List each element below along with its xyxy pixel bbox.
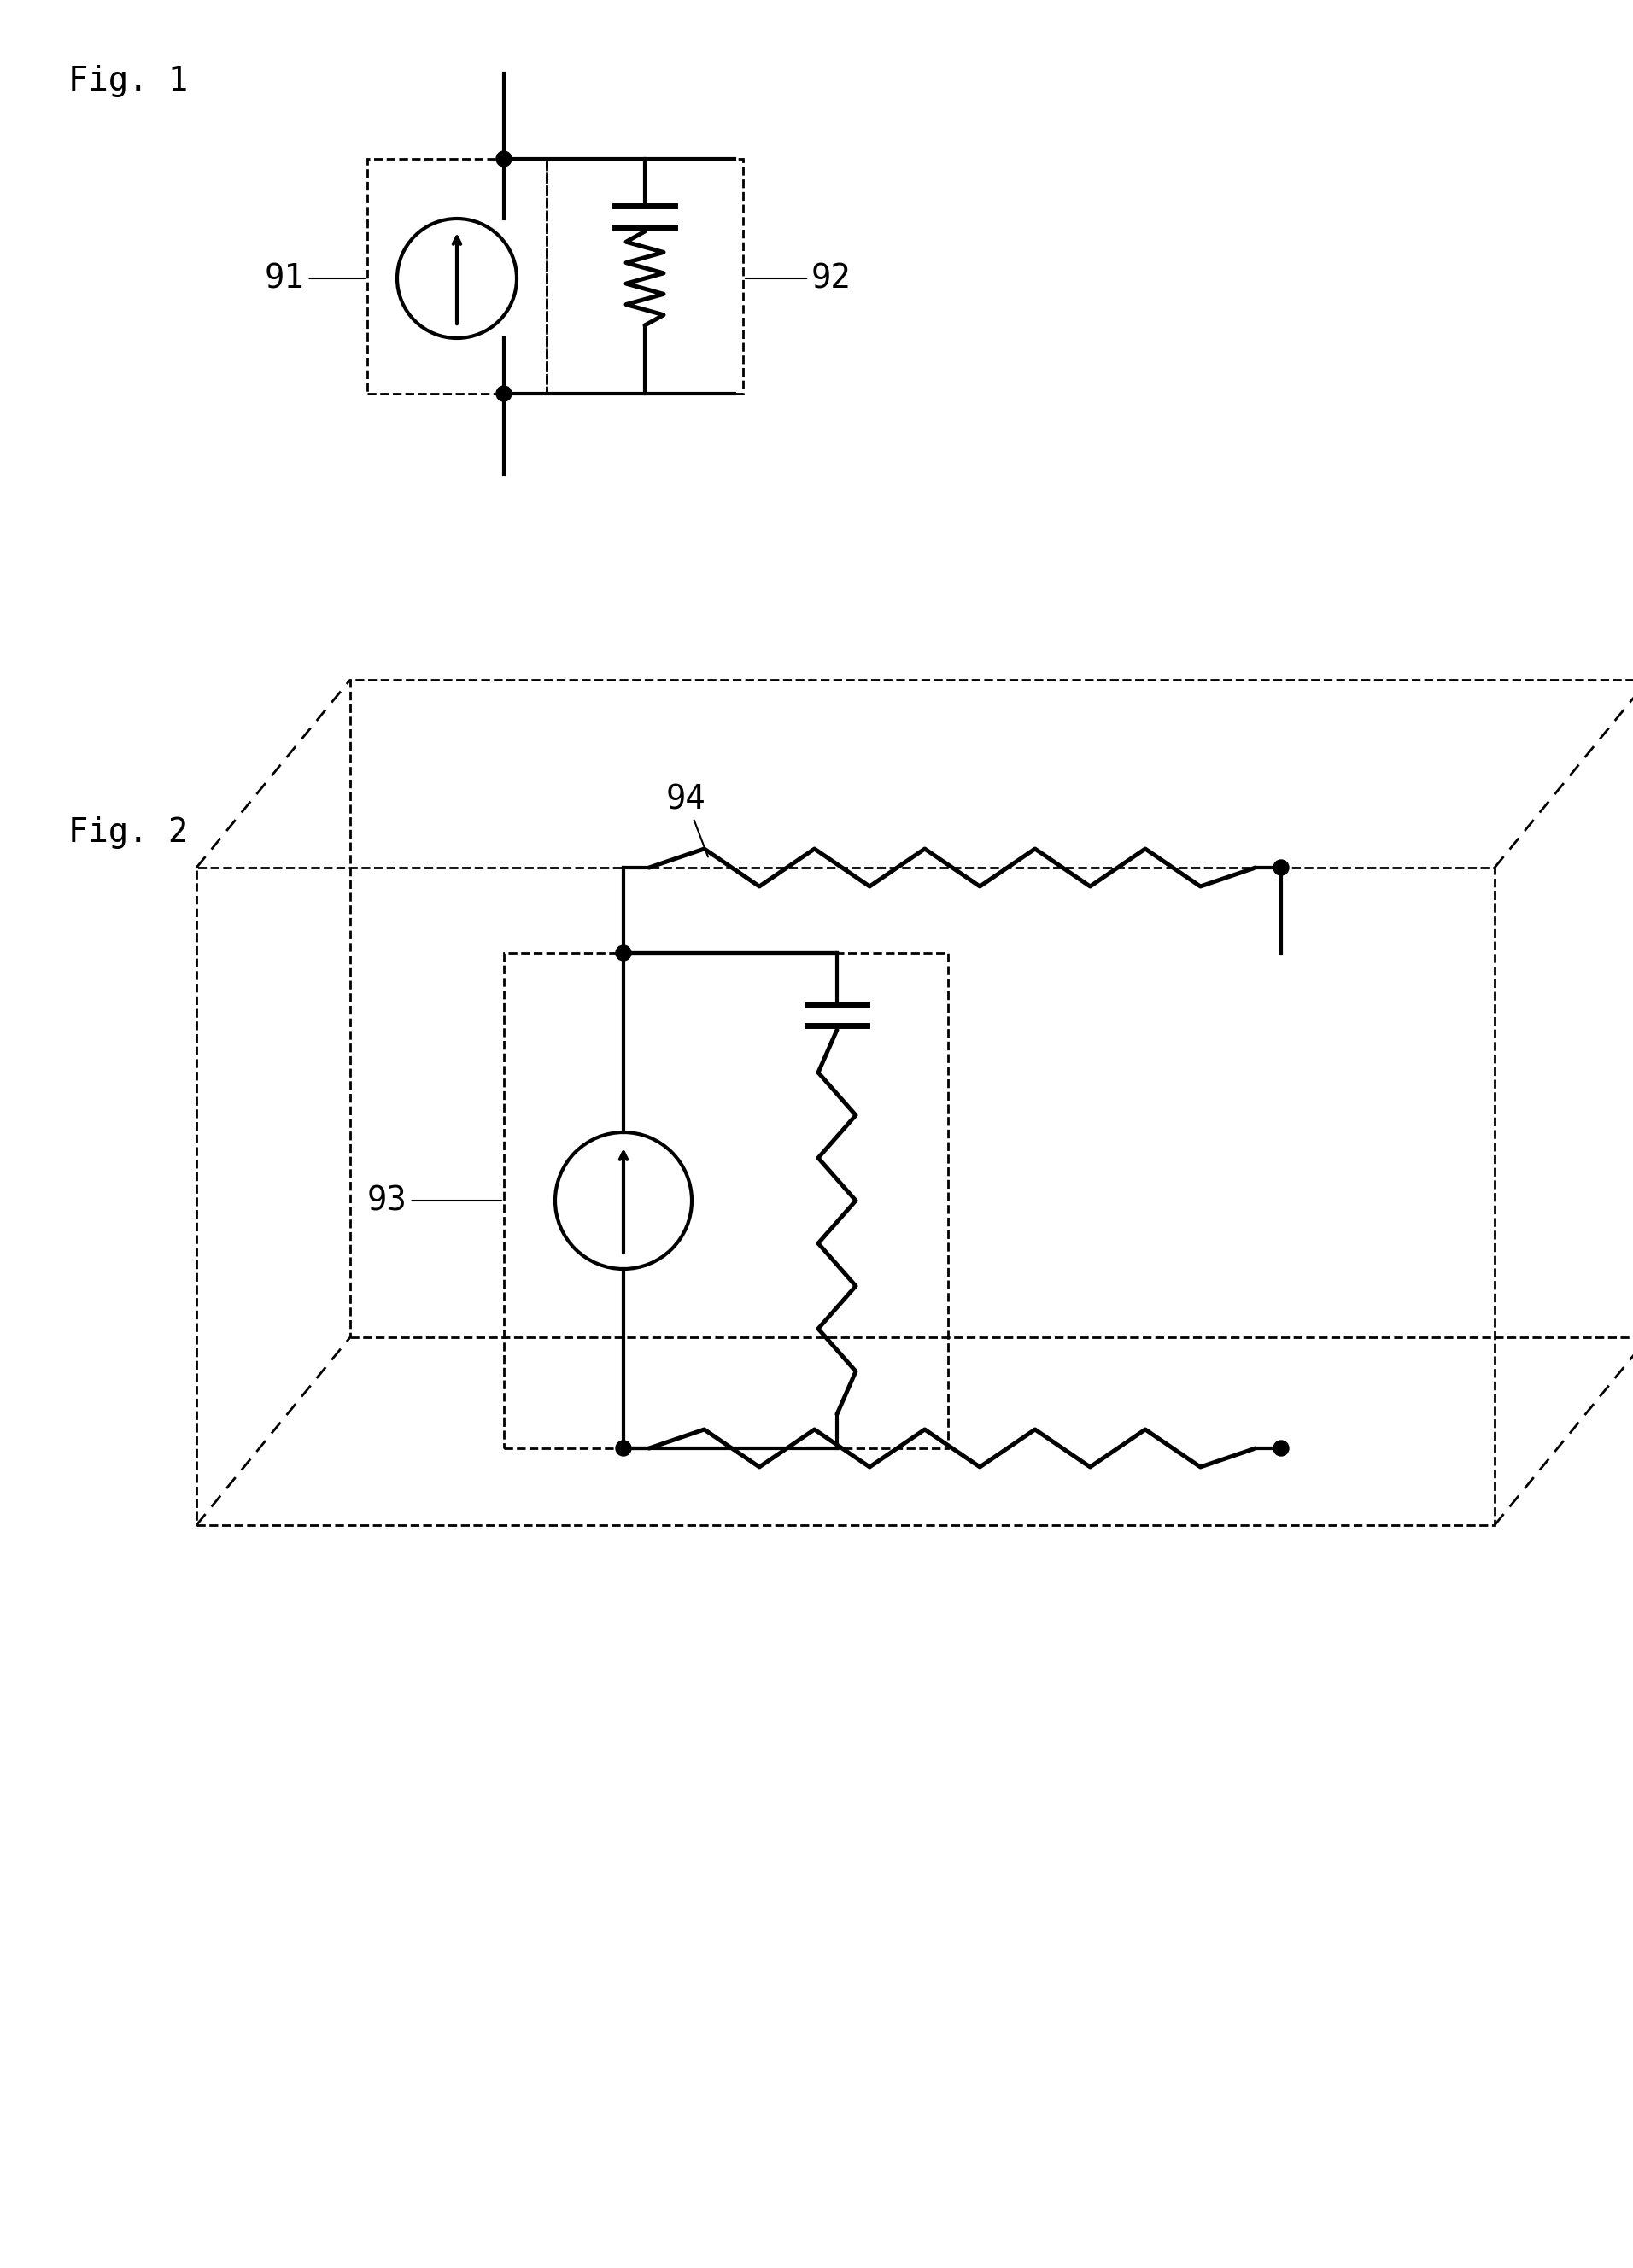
Bar xyxy=(196,869,1494,1524)
Text: Fig. 2: Fig. 2 xyxy=(69,816,188,848)
Bar xyxy=(547,159,743,395)
Text: Fig. 1: Fig. 1 xyxy=(69,66,188,98)
Text: 94: 94 xyxy=(666,782,709,857)
Bar xyxy=(505,953,949,1449)
Circle shape xyxy=(496,152,511,166)
Text: 91: 91 xyxy=(265,263,364,295)
Circle shape xyxy=(1274,1440,1288,1456)
Text: 92: 92 xyxy=(745,263,851,295)
Circle shape xyxy=(616,946,632,962)
Circle shape xyxy=(496,386,511,401)
Text: 93: 93 xyxy=(367,1184,501,1218)
Circle shape xyxy=(616,1440,632,1456)
Circle shape xyxy=(1274,860,1288,875)
Bar xyxy=(367,159,547,395)
Bar xyxy=(349,680,1633,1338)
